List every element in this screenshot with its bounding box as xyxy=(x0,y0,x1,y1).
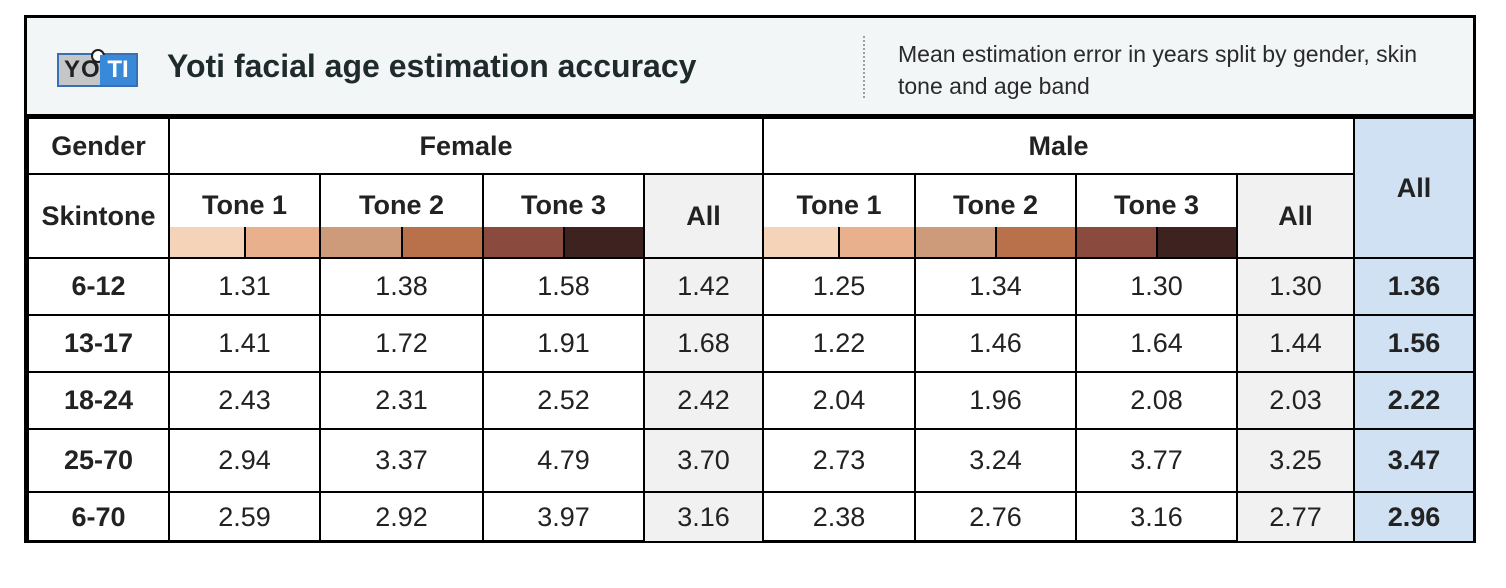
grand-all-cell: 1.36 xyxy=(1353,257,1476,316)
table-cell: 2.52 xyxy=(482,371,645,430)
age-band-label: 25-70 xyxy=(27,428,170,493)
grand-all-header: All xyxy=(1353,117,1476,259)
table-cell: 1.58 xyxy=(482,257,645,316)
table-cell: 2.38 xyxy=(762,491,916,543)
table-cell: 1.46 xyxy=(914,314,1077,373)
table-cell: 2.43 xyxy=(168,371,321,430)
accuracy-chart: YO TI Yoti facial age estimation accurac… xyxy=(24,15,1476,543)
table-cell: 1.38 xyxy=(319,257,484,316)
skin-color-swatch xyxy=(764,227,838,257)
table-cell: 2.92 xyxy=(319,491,484,543)
female-tone-1-header: Tone 1 xyxy=(168,173,321,227)
chart-subtitle: Mean estimation error in years split by … xyxy=(898,41,1418,99)
male-all-header: All xyxy=(1235,173,1356,259)
table-cell: 2.04 xyxy=(762,371,916,430)
table-cell: 1.72 xyxy=(319,314,484,373)
gender-header: Gender xyxy=(27,117,170,175)
group-all-cell: 1.42 xyxy=(643,257,764,316)
table-cell: 1.64 xyxy=(1075,314,1238,373)
group-all-cell: 1.44 xyxy=(1235,314,1356,373)
table-cell: 2.94 xyxy=(168,428,321,493)
grand-all-cell: 3.47 xyxy=(1353,428,1476,493)
table-cell: 1.22 xyxy=(762,314,916,373)
table-cell: 4.79 xyxy=(482,428,645,493)
female-tone-3-header: Tone 3 xyxy=(482,173,645,227)
group-all-cell: 2.42 xyxy=(643,371,764,430)
female-tone-2-header: Tone 2 xyxy=(319,173,484,227)
chart-title: Yoti facial age estimation accuracy xyxy=(167,48,697,84)
table-cell: 1.41 xyxy=(168,314,321,373)
table-cell: 1.96 xyxy=(914,371,1077,430)
group-all-cell: 3.16 xyxy=(643,491,764,543)
skin-color-swatch xyxy=(1155,227,1236,257)
group-all-cell: 3.25 xyxy=(1235,428,1356,493)
table-cell: 3.77 xyxy=(1075,428,1238,493)
table-row: 18-24 2.43 2.31 2.52 2.42 2.04 1.96 2.08 2.03 2.2… xyxy=(27,371,1476,430)
skin-color-swatch xyxy=(916,227,995,257)
skin-color-swatch xyxy=(400,227,482,257)
skin-color-swatch xyxy=(321,227,401,257)
age-band-label: 6-70 xyxy=(27,491,170,543)
age-band-label: 18-24 xyxy=(27,371,170,430)
male-tone-2-header: Tone 2 xyxy=(914,173,1077,227)
table-row: 25-70 2.94 3.37 4.79 3.70 2.73 3.24 3.77 3.25 3.4… xyxy=(27,428,1476,493)
table-cell: 3.16 xyxy=(1075,491,1238,543)
table-cell: 2.76 xyxy=(914,491,1077,543)
female-tone-3-swatch xyxy=(482,227,645,259)
table-cell: 3.97 xyxy=(482,491,645,543)
skin-color-swatch xyxy=(1077,227,1156,257)
skin-color-swatch xyxy=(994,227,1075,257)
male-group-header: Male xyxy=(761,117,1356,175)
female-tone-2-swatch xyxy=(319,227,484,259)
female-all-header: All xyxy=(643,173,764,259)
age-band-label: 6-12 xyxy=(27,257,170,316)
group-all-cell: 2.77 xyxy=(1235,491,1356,543)
group-all-cell: 2.03 xyxy=(1235,371,1356,430)
group-all-cell: 3.70 xyxy=(643,428,764,493)
table-cell: 2.59 xyxy=(168,491,321,543)
table-cell: 2.31 xyxy=(319,371,484,430)
skin-color-swatch xyxy=(838,227,914,257)
group-all-cell: 1.30 xyxy=(1235,257,1356,316)
skin-color-swatch xyxy=(170,227,244,257)
age-band-label: 13-17 xyxy=(27,314,170,373)
male-tone-3-header: Tone 3 xyxy=(1075,173,1238,227)
table-cell: 2.73 xyxy=(762,428,916,493)
skin-color-swatch xyxy=(484,227,563,257)
male-tone-3-swatch xyxy=(1075,227,1238,259)
skin-color-swatch xyxy=(243,227,319,257)
table-cell: 3.37 xyxy=(319,428,484,493)
table-row: 6-12 1.31 1.38 1.58 1.42 1.25 1.34 1.30 1.30 1.36 xyxy=(27,257,1476,316)
male-tone-1-header: Tone 1 xyxy=(762,173,916,227)
female-group-header: Female xyxy=(168,117,764,175)
table-row: 6-70 2.59 2.92 3.97 3.16 2.38 2.76 3.16 2.77 2.96 xyxy=(27,491,1476,543)
group-all-cell: 1.68 xyxy=(643,314,764,373)
male-tone-1-swatch xyxy=(762,227,916,259)
male-tone-2-swatch xyxy=(914,227,1077,259)
table-cell: 3.24 xyxy=(914,428,1077,493)
table-cell: 1.30 xyxy=(1075,257,1238,316)
skintone-header: Skintone xyxy=(27,173,170,259)
table-cell: 1.34 xyxy=(914,257,1077,316)
grand-all-cell: 1.56 xyxy=(1353,314,1476,373)
yoti-logo: YO TI xyxy=(57,49,138,87)
female-tone-1-swatch xyxy=(168,227,321,259)
table-cell: 1.91 xyxy=(482,314,645,373)
grand-all-cell: 2.96 xyxy=(1353,491,1476,543)
accuracy-table: Gender Female Male All Skintone Tone 1 T… xyxy=(27,117,1476,543)
skin-color-swatch xyxy=(562,227,643,257)
table-cell: 1.31 xyxy=(168,257,321,316)
header-divider xyxy=(863,36,865,98)
grand-all-cell: 2.22 xyxy=(1353,371,1476,430)
table-cell: 1.25 xyxy=(762,257,916,316)
table-cell: 2.08 xyxy=(1075,371,1238,430)
table-row: 13-17 1.41 1.72 1.91 1.68 1.22 1.46 1.64 1.44 1.5… xyxy=(27,314,1476,373)
chart-header: YO TI Yoti facial age estimation accurac… xyxy=(27,18,1473,117)
